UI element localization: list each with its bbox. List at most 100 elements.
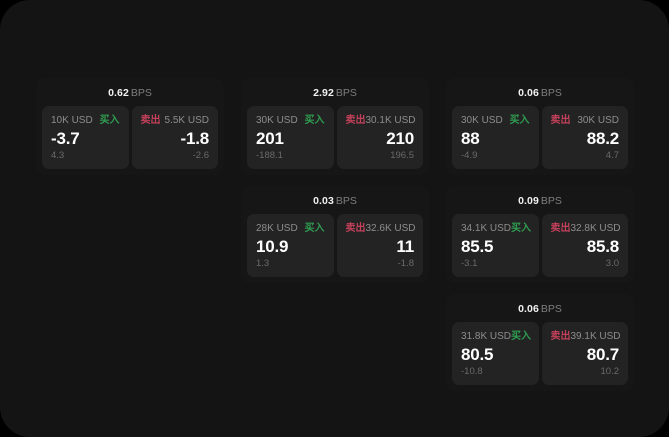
buy-size-label: 10K USD bbox=[51, 115, 93, 126]
sell-delta: -2.6 bbox=[192, 150, 209, 161]
buy-delta: -188.1 bbox=[256, 150, 283, 161]
sell-action-label: 卖出 bbox=[140, 115, 161, 126]
buy-action-label: 买入 bbox=[511, 223, 532, 234]
card-header: 0.09 BPS bbox=[452, 193, 628, 214]
buy-size-label: 34.1K USD bbox=[461, 223, 512, 234]
bps-unit-label: BPS bbox=[335, 87, 357, 99]
quote-column-1: 0.62 BPS 10K USD 买入 -3.7 4.3 卖出 bbox=[36, 78, 224, 186]
buy-delta: -10.8 bbox=[461, 366, 483, 377]
buy-side-header: 31.8K USD 买入 bbox=[461, 331, 532, 343]
buy-price: 10.9 bbox=[256, 237, 289, 256]
quote-card[interactable]: 0.06 BPS 31.8K USD 买入 80.5 -10.8 卖出 bbox=[446, 294, 634, 391]
buy-size-label: 30K USD bbox=[256, 115, 298, 126]
sell-side-header: 卖出 39.1K USD bbox=[551, 331, 621, 343]
card-body: 30K USD 买入 201 -188.1 卖出 30.1K USD 210 1… bbox=[247, 106, 423, 169]
quote-card[interactable]: 0.62 BPS 10K USD 买入 -3.7 4.3 卖出 bbox=[36, 78, 224, 175]
quote-card[interactable]: 0.06 BPS 30K USD 买入 88 -4.9 卖出 bbox=[446, 78, 634, 175]
bps-unit-label: BPS bbox=[540, 195, 562, 207]
buy-side-header: 10K USD 买入 bbox=[51, 115, 120, 127]
sell-delta: 196.5 bbox=[390, 150, 414, 161]
buy-side-panel[interactable]: 31.8K USD 买入 80.5 -10.8 bbox=[452, 322, 539, 385]
sell-price: 11 bbox=[396, 237, 414, 256]
sell-size-label: 5.5K USD bbox=[164, 115, 209, 126]
sell-delta: 4.7 bbox=[605, 150, 619, 161]
buy-side-header: 34.1K USD 买入 bbox=[461, 223, 532, 235]
sell-side-panel[interactable]: 卖出 39.1K USD 80.7 10.2 bbox=[541, 322, 628, 385]
sell-price: 80.7 bbox=[586, 345, 619, 364]
buy-side-panel[interactable]: 10K USD 买入 -3.7 4.3 bbox=[42, 106, 129, 169]
sell-side-header: 卖出 30K USD bbox=[551, 115, 620, 127]
buy-side-header: 30K USD 买入 bbox=[461, 115, 530, 127]
bps-unit-label: BPS bbox=[540, 87, 562, 99]
sell-side-panel[interactable]: 卖出 30.1K USD 210 196.5 bbox=[336, 106, 423, 169]
card-body: 31.8K USD 买入 80.5 -10.8 卖出 39.1K USD 80.… bbox=[452, 322, 628, 385]
buy-side-panel[interactable]: 30K USD 买入 88 -4.9 bbox=[452, 106, 539, 169]
buy-action-label: 买入 bbox=[509, 115, 530, 126]
quote-card[interactable]: 0.09 BPS 34.1K USD 买入 85.5 -3.1 卖出 bbox=[446, 186, 634, 283]
card-body: 30K USD 买入 88 -4.9 卖出 30K USD 88.2 4.7 bbox=[452, 106, 628, 169]
sell-size-label: 32.6K USD bbox=[365, 223, 416, 234]
sell-side-header: 卖出 32.6K USD bbox=[345, 223, 416, 235]
buy-side-header: 30K USD 买入 bbox=[256, 115, 325, 127]
card-header: 0.06 BPS bbox=[452, 301, 628, 322]
buy-side-header: 28K USD 买入 bbox=[256, 223, 325, 235]
sell-side-panel[interactable]: 卖出 32.8K USD 85.8 3.0 bbox=[541, 214, 628, 277]
sell-delta: -1.8 bbox=[397, 258, 414, 269]
buy-delta: 4.3 bbox=[51, 150, 65, 161]
buy-delta: -4.9 bbox=[461, 150, 478, 161]
sell-price: 88.2 bbox=[586, 129, 619, 148]
buy-delta: 1.3 bbox=[256, 258, 270, 269]
buy-delta: -3.1 bbox=[461, 258, 478, 269]
sell-action-label: 卖出 bbox=[550, 115, 571, 126]
bps-value: 0.06 bbox=[518, 87, 539, 99]
quote-card[interactable]: 0.03 BPS 28K USD 买入 10.9 1.3 卖出 bbox=[241, 186, 429, 283]
sell-side-header: 卖出 32.8K USD bbox=[550, 223, 621, 235]
quote-column-2: 2.92 BPS 30K USD 买入 201 -188.1 卖出 bbox=[241, 78, 429, 294]
card-body: 28K USD 买入 10.9 1.3 卖出 32.6K USD 11 -1.8 bbox=[247, 214, 423, 277]
card-header: 0.62 BPS bbox=[42, 85, 218, 106]
bps-value: 2.92 bbox=[313, 87, 334, 99]
buy-action-label: 买入 bbox=[304, 115, 325, 126]
card-body: 10K USD 买入 -3.7 4.3 卖出 5.5K USD -1.8 -2.… bbox=[42, 106, 218, 169]
sell-action-label: 卖出 bbox=[550, 223, 571, 234]
bps-unit-label: BPS bbox=[335, 195, 357, 207]
buy-side-panel[interactable]: 34.1K USD 买入 85.5 -3.1 bbox=[452, 214, 539, 277]
bps-value: 0.62 bbox=[108, 87, 129, 99]
quote-card-board: 0.62 BPS 10K USD 买入 -3.7 4.3 卖出 bbox=[36, 78, 634, 391]
sell-price: -1.8 bbox=[180, 129, 210, 148]
sell-side-header: 卖出 5.5K USD bbox=[141, 115, 210, 127]
buy-size-label: 31.8K USD bbox=[461, 331, 512, 342]
card-header: 0.06 BPS bbox=[452, 85, 628, 106]
sell-side-header: 卖出 30.1K USD bbox=[345, 115, 416, 127]
sell-size-label: 39.1K USD bbox=[570, 331, 621, 342]
bps-value: 0.09 bbox=[518, 195, 539, 207]
card-header: 2.92 BPS bbox=[247, 85, 423, 106]
sell-size-label: 32.8K USD bbox=[570, 223, 621, 234]
sell-side-panel[interactable]: 卖出 30K USD 88.2 4.7 bbox=[541, 106, 628, 169]
bps-unit-label: BPS bbox=[130, 87, 152, 99]
quote-card[interactable]: 2.92 BPS 30K USD 买入 201 -188.1 卖出 bbox=[241, 78, 429, 175]
sell-price: 85.8 bbox=[586, 237, 619, 256]
sell-price: 210 bbox=[386, 129, 414, 148]
sell-delta: 3.0 bbox=[605, 258, 619, 269]
sell-action-label: 卖出 bbox=[345, 115, 366, 126]
bps-unit-label: BPS bbox=[540, 303, 562, 315]
quote-column-3: 0.06 BPS 30K USD 买入 88 -4.9 卖出 bbox=[446, 78, 634, 402]
sell-action-label: 卖出 bbox=[345, 223, 366, 234]
card-header: 0.03 BPS bbox=[247, 193, 423, 214]
sell-side-panel[interactable]: 卖出 5.5K USD -1.8 -2.6 bbox=[131, 106, 218, 169]
buy-price: -3.7 bbox=[51, 129, 80, 148]
sell-size-label: 30.1K USD bbox=[365, 115, 416, 126]
buy-action-label: 买入 bbox=[304, 223, 325, 234]
buy-action-label: 买入 bbox=[511, 331, 532, 342]
buy-price: 85.5 bbox=[461, 237, 494, 256]
buy-side-panel[interactable]: 30K USD 买入 201 -188.1 bbox=[247, 106, 334, 169]
buy-price: 88 bbox=[461, 129, 480, 148]
buy-side-panel[interactable]: 28K USD 买入 10.9 1.3 bbox=[247, 214, 334, 277]
bps-value: 0.06 bbox=[518, 303, 539, 315]
sell-side-panel[interactable]: 卖出 32.6K USD 11 -1.8 bbox=[336, 214, 423, 277]
buy-price: 80.5 bbox=[461, 345, 494, 364]
sell-delta: 10.2 bbox=[600, 366, 620, 377]
buy-action-label: 买入 bbox=[99, 115, 120, 126]
